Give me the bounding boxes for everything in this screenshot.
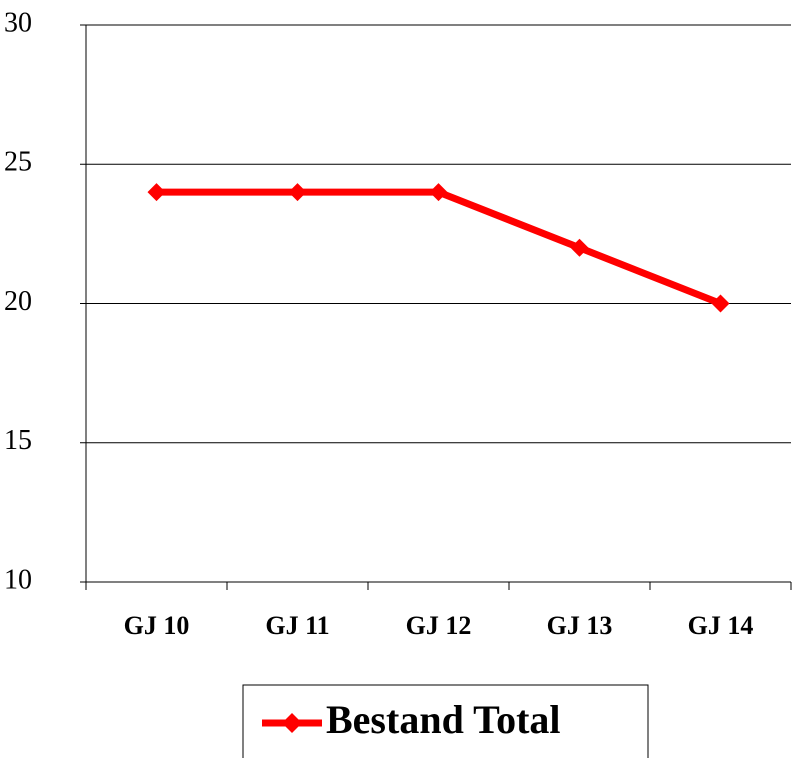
- x-tick-label: GJ 14: [688, 611, 754, 640]
- x-tick-label: GJ 10: [124, 611, 190, 640]
- legend-marker: [282, 713, 302, 733]
- y-tick-label: 30: [4, 7, 32, 38]
- y-tick-label: 10: [4, 564, 32, 595]
- x-tick-label: GJ 12: [406, 611, 472, 640]
- y-tick-label: 20: [4, 286, 32, 317]
- point: [711, 294, 730, 313]
- x-tick-label: GJ 11: [265, 611, 329, 640]
- x-tick-label: GJ 13: [547, 611, 613, 640]
- point: [147, 183, 166, 202]
- point: [429, 183, 448, 202]
- point: [288, 183, 307, 202]
- legend-box: [242, 684, 649, 758]
- y-tick-label: 15: [4, 425, 32, 456]
- point: [570, 238, 589, 257]
- y-tick-label: 25: [4, 147, 32, 178]
- legend-label: Bestand Total: [326, 697, 561, 742]
- line: [156, 188, 722, 307]
